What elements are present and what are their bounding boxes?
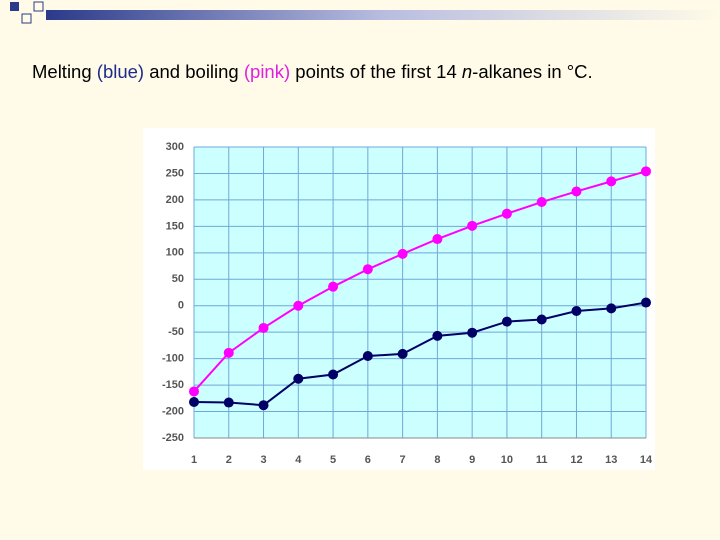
y-tick-label: 50 xyxy=(172,273,184,285)
y-tick-label: 150 xyxy=(166,220,184,232)
data-point xyxy=(467,220,478,231)
data-point xyxy=(189,386,199,397)
title-text: (pink) xyxy=(243,61,291,82)
title-text: Melting xyxy=(32,61,97,82)
title-text: n xyxy=(461,61,473,82)
data-point xyxy=(223,347,234,358)
data-point xyxy=(293,300,304,311)
x-tick-label: 10 xyxy=(501,454,513,466)
data-point xyxy=(258,400,269,411)
x-tick-label: 7 xyxy=(400,454,406,466)
x-tick-label: 9 xyxy=(469,454,475,466)
x-tick-label: 3 xyxy=(260,454,266,466)
x-tick-label: 14 xyxy=(640,454,653,466)
title: Melting (blue) and boiling (pink) points… xyxy=(32,58,692,86)
x-tick-label: 2 xyxy=(226,454,232,466)
y-tick-label: 0 xyxy=(178,300,184,312)
x-tick-label: 8 xyxy=(434,454,440,466)
y-tick-label: -150 xyxy=(162,379,184,391)
data-point xyxy=(258,322,269,333)
x-tick-label: 5 xyxy=(330,454,336,466)
x-tick-label: 12 xyxy=(570,454,582,466)
x-tick-label: 11 xyxy=(536,454,548,466)
data-point xyxy=(432,234,443,245)
data-point xyxy=(536,314,547,325)
data-point xyxy=(641,166,651,177)
y-tick-label: 250 xyxy=(166,167,184,179)
x-tick-label: 1 xyxy=(191,454,197,466)
title-text: (blue) xyxy=(96,61,145,82)
data-point xyxy=(328,281,339,292)
data-point xyxy=(362,264,373,275)
data-point xyxy=(362,350,373,361)
title-text: points of the first 14 xyxy=(290,61,462,82)
title-text: -alkanes in °C. xyxy=(472,61,593,82)
data-point xyxy=(189,397,199,408)
data-point xyxy=(501,208,512,219)
data-point xyxy=(293,373,304,384)
x-tick-label: 13 xyxy=(605,454,617,466)
data-point xyxy=(606,176,617,187)
series-line xyxy=(193,301,647,407)
y-tick-label: -50 xyxy=(168,326,184,338)
plot-area xyxy=(194,147,646,438)
data-point xyxy=(606,303,617,314)
x-tick-label: 6 xyxy=(365,454,371,466)
data-point xyxy=(501,316,512,327)
data-point xyxy=(397,348,408,359)
y-tick-label: -100 xyxy=(162,353,184,365)
x-tick-label: 4 xyxy=(295,454,302,466)
data-point xyxy=(467,327,478,338)
decoration xyxy=(10,1,720,24)
data-point xyxy=(571,306,582,317)
series-line xyxy=(193,170,647,393)
y-tick-label: 300 xyxy=(166,141,184,153)
data-point xyxy=(397,248,408,259)
data-point xyxy=(536,197,547,208)
data-point xyxy=(571,186,582,197)
y-tick-label: 200 xyxy=(166,194,184,206)
y-tick-label: -250 xyxy=(162,432,184,444)
title-text: and boiling xyxy=(144,61,244,82)
data-point xyxy=(432,330,443,341)
data-point xyxy=(641,297,651,308)
y-tick-label: 100 xyxy=(166,247,184,259)
data-point xyxy=(223,397,234,408)
data-point xyxy=(328,369,339,380)
y-tick-label: -200 xyxy=(162,405,184,417)
